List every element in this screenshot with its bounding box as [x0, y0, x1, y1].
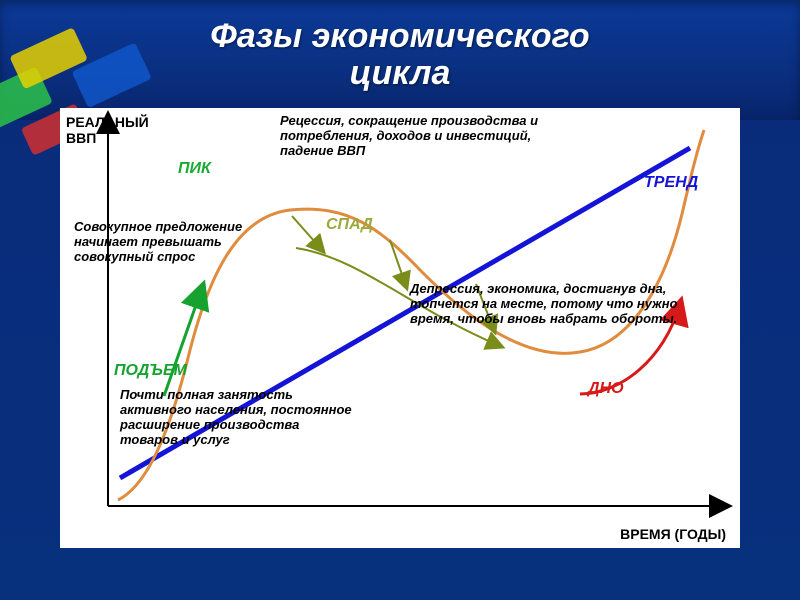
- label-podyem: ПОДЪЕМ: [114, 362, 187, 380]
- label-trend: ТРЕНД: [644, 174, 698, 192]
- title-line1: Фазы экономического: [210, 17, 589, 55]
- annotation-supply-exceeds: Совокупное предложение начинает превышат…: [74, 220, 304, 265]
- title-line2: цикла: [350, 54, 451, 92]
- label-dno: ДНО: [588, 380, 624, 398]
- annotation-recession: Рецессия, сокращение производства и потр…: [280, 114, 570, 159]
- annotation-full-employment: Почти полная занятость активного населен…: [120, 388, 360, 448]
- slide-title: Фазы экономического цикла: [0, 18, 800, 93]
- chart-svg: [60, 108, 740, 548]
- slide-root: Фазы экономического цикла: [0, 0, 800, 600]
- chart-area: РЕАЛЬНЫЙ ВВП ВРЕМЯ (ГОДЫ) ПИК СПАД ПОДЪЕ…: [60, 108, 740, 548]
- annotation-depression: Депрессия, экономика, достигнув дна, топ…: [410, 282, 700, 327]
- label-pik: ПИК: [178, 160, 211, 178]
- x-axis-label: ВРЕМЯ (ГОДЫ): [620, 526, 726, 542]
- label-spad: СПАД: [326, 216, 373, 234]
- y-axis-label: РЕАЛЬНЫЙ ВВП: [66, 114, 149, 146]
